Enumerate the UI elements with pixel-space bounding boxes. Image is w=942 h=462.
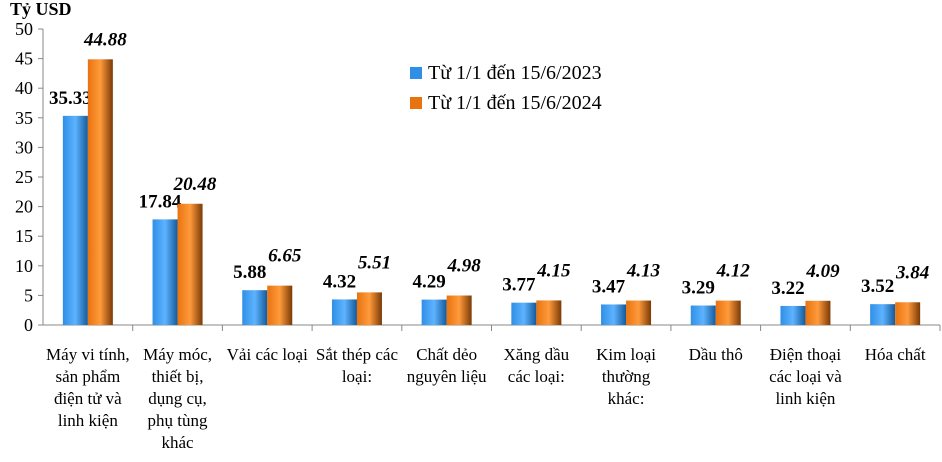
data-label: 4.13: [626, 261, 660, 282]
y-tick-label: 50: [15, 19, 33, 39]
legend-swatch-2023: [410, 67, 422, 79]
x-tick-label: Sắt thép các loại:: [315, 345, 398, 386]
bar: [601, 304, 627, 325]
x-tick-label: Điện thoại các loại và linh kiện: [769, 345, 842, 408]
bar: [242, 290, 268, 325]
data-label: 20.48: [173, 174, 217, 195]
bar: [446, 295, 472, 325]
bar: [177, 203, 203, 325]
legend: Từ 1/1 đến 15/6/2023 Từ 1/1 đến 15/6/202…: [410, 58, 602, 118]
x-tick-label: Máy móc, thiết bị, dụng cụ, phụ tùng khá…: [143, 345, 213, 452]
bar: [331, 299, 357, 325]
data-label: 3.22: [771, 278, 804, 299]
y-tick-label: 45: [15, 49, 33, 69]
data-label: 3.29: [682, 278, 715, 299]
x-tick-label: Chất dẻo nguyên liệu: [406, 345, 487, 386]
y-tick-label: 5: [24, 285, 33, 305]
x-tick-label: Vải các loại: [226, 345, 308, 364]
bar: [152, 219, 178, 325]
bar: [511, 302, 537, 325]
bar: [536, 300, 562, 325]
data-label: 3.84: [895, 262, 929, 283]
y-tick-label: 15: [15, 226, 33, 246]
legend-swatch-2024: [410, 97, 422, 109]
y-tick-label: 35: [15, 108, 33, 128]
data-label: 4.15: [536, 260, 571, 281]
y-tick-label: 40: [15, 78, 33, 98]
data-label: 3.77: [502, 275, 536, 296]
data-label: 4.29: [413, 272, 446, 293]
y-tick-label: 30: [15, 137, 33, 157]
y-tick-label: 0: [24, 315, 33, 335]
legend-item-2023: Từ 1/1 đến 15/6/2023: [410, 58, 602, 88]
data-label: 5.88: [233, 262, 266, 283]
data-label: 4.98: [447, 256, 482, 277]
bar: [356, 292, 382, 325]
bar: [62, 115, 88, 325]
y-tick-label: 10: [15, 256, 33, 276]
y-tick-label: 25: [15, 167, 33, 187]
data-label: 6.65: [268, 246, 302, 267]
x-tick-label: Hóa chất: [864, 345, 926, 364]
data-label: 4.32: [323, 271, 356, 292]
data-label: 17.84: [139, 191, 182, 212]
y-tick-label: 20: [15, 197, 33, 217]
data-label: 3.47: [592, 276, 626, 297]
bar: [626, 300, 652, 325]
bar: [690, 305, 716, 325]
x-tick-label: Máy vi tính, sản phẩm điện tử và linh ki…: [46, 345, 130, 430]
x-tick-label: Xăng dầu các loại:: [503, 345, 570, 386]
bar: [421, 299, 447, 325]
bar: [895, 302, 921, 325]
x-tick-label: Dầu thô: [688, 345, 743, 364]
bar: [715, 300, 741, 325]
bar: [805, 300, 831, 325]
bar: [780, 305, 806, 325]
bar: [870, 304, 896, 325]
legend-label-2024: Từ 1/1 đến 15/6/2024: [428, 91, 602, 114]
x-tick-label: Kim loại thường khác:: [596, 345, 657, 408]
legend-item-2024: Từ 1/1 đến 15/6/2024: [410, 88, 602, 118]
data-label: 4.09: [805, 261, 840, 282]
bar: [87, 59, 113, 326]
data-label: 35.33: [49, 88, 92, 109]
data-label: 3.52: [861, 276, 894, 297]
data-label: 5.51: [358, 252, 391, 273]
y-axis-label: Tỷ USD: [10, 0, 72, 19]
bar: [267, 285, 293, 325]
data-label: 44.88: [83, 29, 127, 50]
legend-label-2023: Từ 1/1 đến 15/6/2023: [428, 61, 602, 84]
data-label: 4.12: [716, 261, 751, 282]
